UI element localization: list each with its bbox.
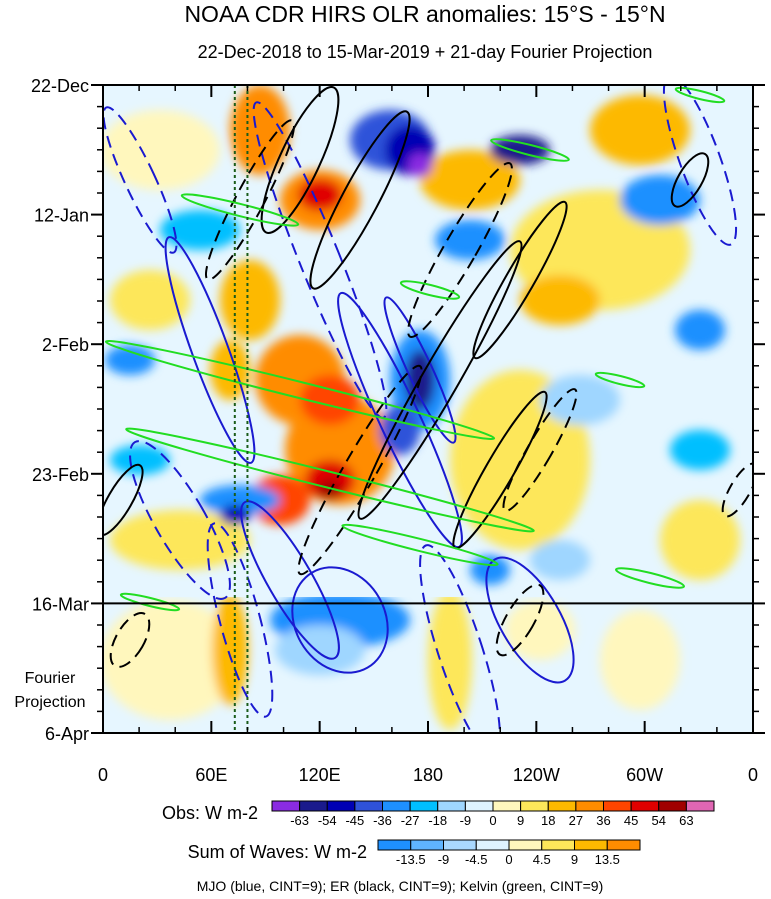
obs-colorbar-swatch [409, 800, 439, 812]
obs-anomaly-field [103, 85, 740, 585]
obs-colorbar-swatch [630, 800, 660, 812]
obs-colorbar-level-label: 27 [569, 813, 583, 828]
y-tick-label: 23-Feb [32, 465, 89, 485]
obs-colorbar-swatch [271, 800, 301, 812]
obs-colorbar-swatch [299, 800, 328, 812]
er-contours [103, 86, 753, 668]
y-tick-label: 6-Apr [45, 724, 89, 744]
obs-colorbar-swatch [326, 800, 356, 812]
obs-colorbar-swatch [547, 800, 577, 812]
obs-colorbar-label: Obs: W m-2 [162, 803, 258, 823]
waves-colorbar-level-label: -4.5 [465, 852, 487, 867]
obs-colorbar-level-label: -63 [290, 813, 309, 828]
waves-colorbar-level-label: -13.5 [396, 852, 426, 867]
wave-legend-caption: MJO (blue, CINT=9); ER (black, CINT=9); … [197, 878, 604, 894]
obs-colorbar-level-label: -54 [318, 813, 337, 828]
x-tick-label: 60E [195, 765, 227, 785]
kelvin-contours [104, 86, 726, 612]
y-tick-label: 16-Mar [32, 594, 89, 614]
y-tick-label: 12-Jan [34, 206, 89, 226]
waves-colorbar-swatch [377, 839, 412, 851]
projection-label-line-1: Fourier [25, 670, 76, 687]
obs-colorbar-swatch [354, 800, 383, 812]
waves-colorbar-level-label: 9 [571, 852, 578, 867]
obs-colorbar-level-label: -36 [373, 813, 392, 828]
x-tick-label: 120W [513, 765, 560, 785]
obs-colorbar-level-label: 0 [489, 813, 496, 828]
reference-lines [233, 85, 249, 733]
obs-colorbar-swatch [658, 800, 687, 812]
obs-colorbar-swatch [464, 800, 494, 812]
obs-colorbar-level-label: 54 [652, 813, 666, 828]
obs-colorbar-level-label: 45 [624, 813, 638, 828]
obs-colorbar-level-label: 36 [596, 813, 610, 828]
obs-colorbar-swatch [685, 800, 715, 812]
projection-label-line-2: Projection [14, 694, 85, 711]
wave-contours [103, 85, 753, 733]
waves-colorbar: -13.5 -9 -4.5 0 4.5 9 13.5 [377, 839, 641, 867]
obs-colorbar-level-label: -45 [345, 813, 364, 828]
obs-colorbar-swatch [382, 800, 411, 812]
waves-colorbar-level-label: 4.5 [533, 852, 551, 867]
chart-subtitle: 22-Dec-2018 to 15-Mar-2019 + 21-day Four… [198, 42, 653, 62]
y-axis: 22-Dec 12-Jan 2-Feb 23-Feb 16-Mar 6-Apr [31, 76, 765, 744]
obs-colorbar-swatch [492, 800, 522, 812]
chart-title: NOAA CDR HIRS OLR anomalies: 15°S - 15°N [184, 1, 665, 27]
x-tick-label: 60W [626, 765, 663, 785]
waves-colorbar-swatch [508, 839, 543, 851]
waves-colorbar-swatch [606, 839, 641, 851]
obs-colorbar-level-label: 18 [541, 813, 555, 828]
obs-colorbar-swatch [603, 800, 632, 812]
plot-area [103, 85, 753, 733]
obs-colorbar-swatch [437, 800, 466, 812]
waves-colorbar-level-label: -9 [438, 852, 450, 867]
y-tick-label: 22-Dec [31, 76, 89, 96]
obs-colorbar-level-label: -18 [428, 813, 447, 828]
waves-colorbar-swatch [475, 839, 510, 851]
waves-colorbar-swatch [410, 839, 444, 851]
waves-colorbar-label: Sum of Waves: W m-2 [188, 842, 367, 862]
obs-colorbar-swatch [575, 800, 604, 812]
obs-colorbar-level-label: 9 [517, 813, 524, 828]
x-axis: 0 60E 120E 180 120W 60W 0 [98, 85, 758, 785]
waves-colorbar-level-label: 13.5 [595, 852, 620, 867]
obs-colorbar-level-label: -27 [401, 813, 420, 828]
obs-colorbar-level-label: -9 [460, 813, 472, 828]
waves-colorbar-level-label: 0 [505, 852, 512, 867]
waves-colorbar-swatch [541, 839, 575, 851]
obs-colorbar-level-label: 63 [679, 813, 693, 828]
x-tick-label: 0 [98, 765, 108, 785]
obs-colorbar: -63 -54 -45 -36 -27 -18 -9 0 9 18 27 36 45 54 63 [271, 800, 715, 828]
obs-colorbar-swatch [520, 800, 549, 812]
waves-colorbar-swatch [443, 839, 477, 851]
x-tick-label: 0 [748, 765, 758, 785]
y-tick-label: 2-Feb [42, 335, 89, 355]
x-tick-label: 180 [413, 765, 443, 785]
waves-colorbar-swatch [574, 839, 608, 851]
x-tick-label: 120E [299, 765, 341, 785]
